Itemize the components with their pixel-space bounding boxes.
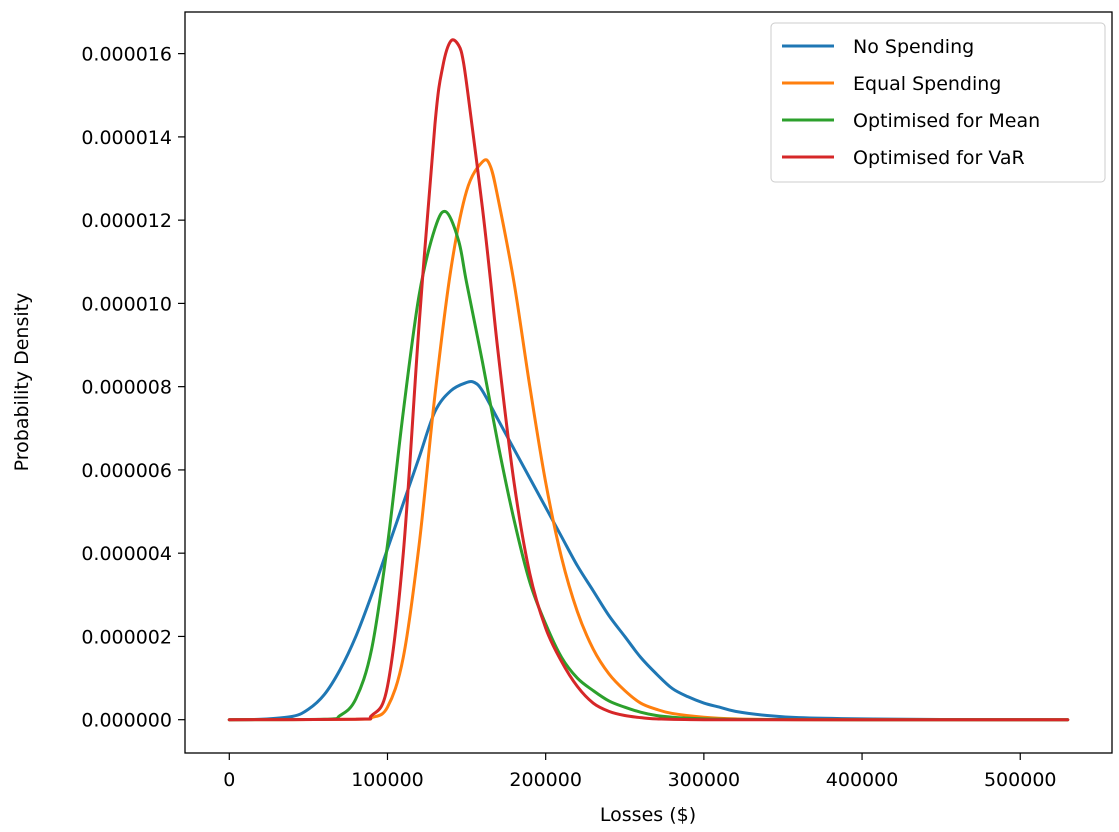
y-tick-label: 0.000004 [81, 543, 172, 565]
x-tick-label: 200000 [509, 769, 582, 791]
legend-label-optimised-for-var: Optimised for VaR [853, 147, 1025, 169]
y-tick-label: 0.000002 [81, 626, 172, 648]
y-tick-label: 0.000008 [81, 377, 172, 399]
y-axis-ticks: 0.000000 0.000002 0.000004 0.000006 0.000008… [81, 44, 185, 732]
legend-items: No Spending Equal Spending Optimised for M… [782, 36, 1040, 169]
series-line-optimised-for-var [227, 38, 1070, 722]
series-layer [227, 38, 1070, 722]
series-line-optimised-for-mean [227, 209, 1070, 722]
x-tick-label: 100000 [351, 769, 424, 791]
x-tick-label: 400000 [826, 769, 899, 791]
y-tick-label: 0.000010 [81, 293, 172, 315]
series-line-equal-spending [227, 158, 1070, 722]
y-tick-label: 0.000014 [81, 127, 172, 149]
legend-label-equal-spending: Equal Spending [853, 73, 1001, 95]
legend-label-no-spending: No Spending [853, 36, 974, 58]
x-axis-label: Losses ($) [600, 804, 696, 826]
x-tick-label: 0 [223, 769, 235, 791]
legend: No Spending Equal Spending Optimised for M… [770, 22, 1106, 183]
x-axis-ticks: 0 100000 200000 300000 400000 500000 [223, 753, 1057, 791]
y-tick-label: 0.000006 [81, 460, 172, 482]
y-tick-label: 0.000000 [81, 710, 172, 732]
x-tick-label: 300000 [668, 769, 741, 791]
x-tick-label: 500000 [984, 769, 1057, 791]
plot-area [184, 11, 1113, 754]
y-tick-label: 0.000016 [81, 44, 172, 66]
legend-box [770, 22, 1106, 183]
legend-label-optimised-for-mean: Optimised for Mean [853, 110, 1040, 132]
series-line-no-spending [227, 379, 1070, 722]
plot-frame [184, 11, 1113, 754]
y-axis-label: Probability Density [11, 293, 33, 472]
y-tick-label: 0.000012 [81, 210, 172, 232]
